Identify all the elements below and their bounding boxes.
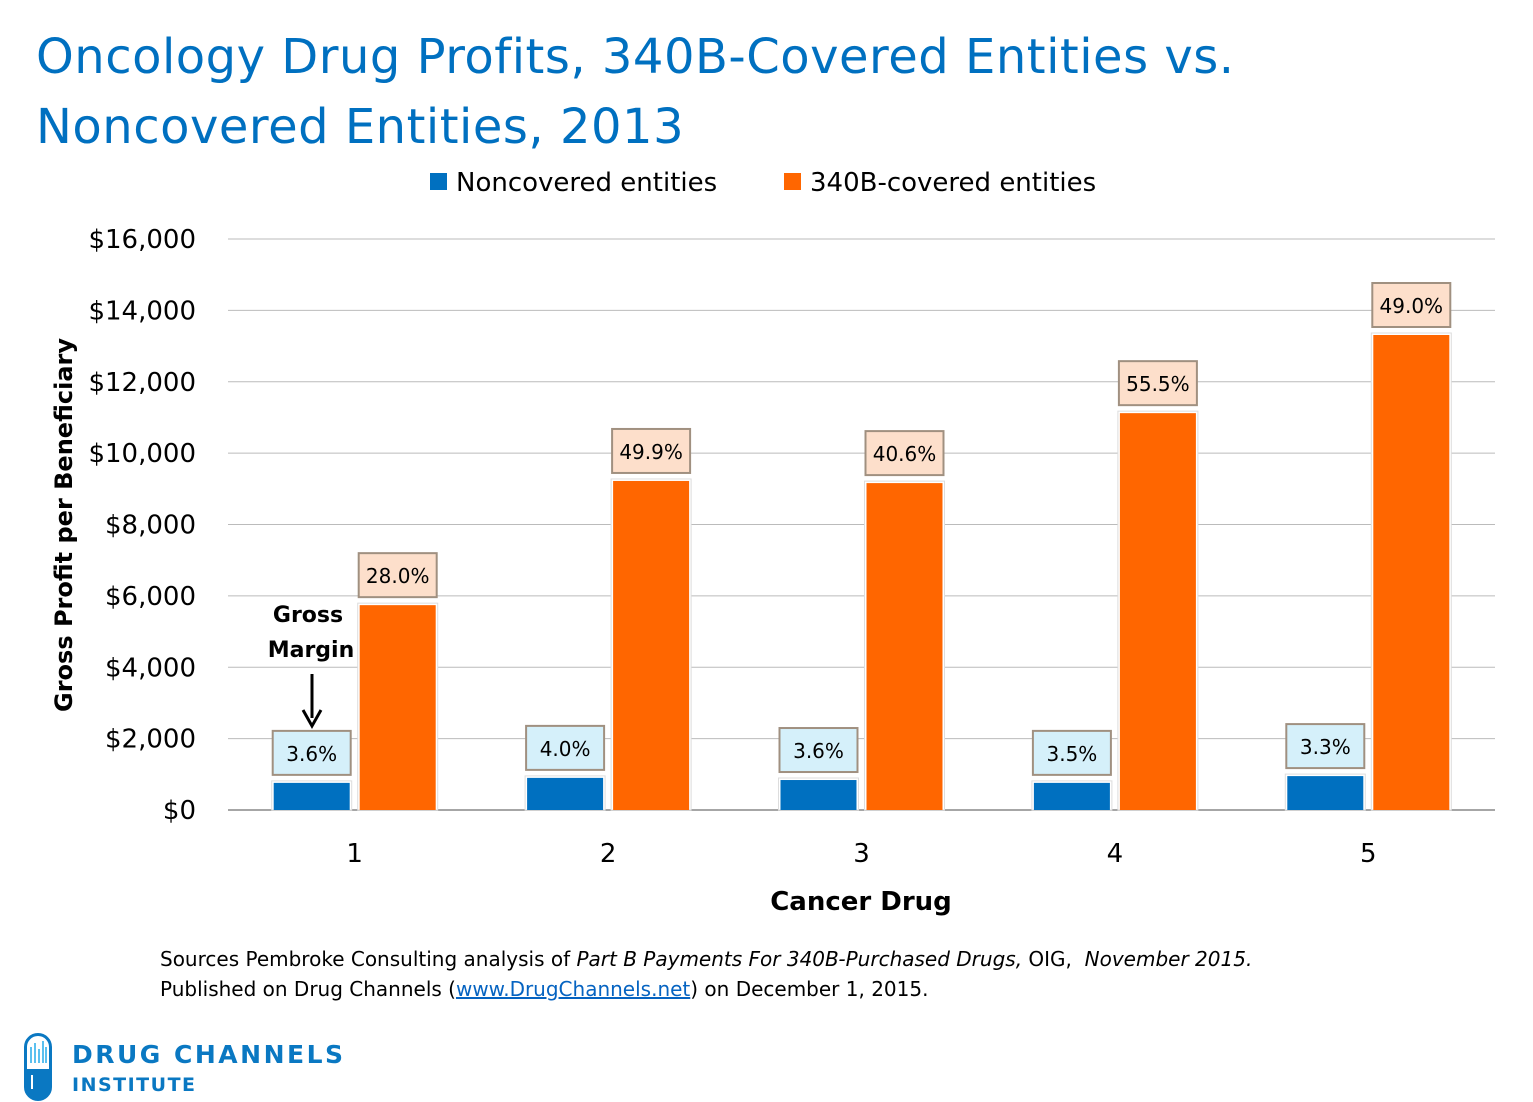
noncovered-bar [1287,776,1364,810]
y-tick-label: $4,000 [105,653,196,683]
data-label-box [1285,723,1366,770]
data-label-box [1031,729,1112,776]
legend-swatch [430,173,447,190]
gridlines [228,238,1495,811]
covered-bar [359,605,436,810]
data-label: 55.5% [1126,372,1190,396]
y-tick-label: $12,000 [88,368,196,398]
covered-bar [1373,334,1450,810]
y-tick-label: $16,000 [88,225,196,255]
pill-logo-icon [24,1033,52,1101]
x-tick-label: 1 [346,839,363,869]
source-date: November 2015. [1084,947,1253,971]
x-tick-label: 5 [1360,839,1377,869]
data-label: 49.9% [619,440,683,464]
covered-bar [1119,413,1196,810]
y-tick-label: $8,000 [105,511,196,541]
source-text: Sources Pembroke Consulting analysis of [160,947,577,971]
logo-subtext: INSTITUTE [72,1074,197,1096]
y-axis-label: Gross Profit per Beneficiary [50,338,78,712]
data-label-box [525,724,606,771]
legend-label: 340B-covered entities [810,168,1096,198]
data-label-box [271,729,352,776]
logo-text: DRUG CHANNELS [72,1040,346,1069]
annotation-line1: Gross [273,603,343,628]
bars: 3.6% 28.0% 4.0% 49.9% 3.6% 40.6% 3.5% 55.5% 3.3%… [271,281,1452,811]
y-tick-label: $6,000 [105,582,196,612]
y-tick-label: $0 [163,796,196,826]
chart-title: Oncology Drug Profits, 340B-Covered Enti… [36,29,1235,155]
x-tick-label: 4 [1107,839,1124,869]
y-tick-label: $14,000 [88,296,196,326]
x-tick-labels: 1 2 3 4 5 [346,839,1376,869]
data-label-box [1371,281,1452,328]
noncovered-bar [527,777,604,810]
legend: Noncovered entities 340B-covered entities [430,168,1096,198]
data-label-box [778,727,859,774]
data-label-box [357,552,438,599]
data-label: 3.6% [286,742,337,766]
published-date: ) on December 1, 2015. [690,977,929,1001]
legend-swatch [784,173,801,190]
source-note: Sources Pembroke Consulting analysis of … [160,944,1252,1004]
data-label: 3.5% [1046,742,1097,766]
data-label-box [864,430,945,477]
data-label: 40.6% [873,442,937,466]
data-label: 4.0% [540,737,591,761]
data-label-box [611,427,692,474]
source-report-title: Part B Payments For 340B-Purchased Drugs… [576,947,1023,971]
data-label: 49.0% [1380,294,1444,318]
published-text: Published on Drug Channels ( [160,977,456,1001]
x-tick-label: 2 [600,839,617,869]
covered-bar [613,480,690,810]
arrow-head-icon [301,709,323,730]
x-tick-label: 3 [853,839,870,869]
x-axis-label: Cancer Drug [770,887,952,917]
source-org: OIG, [1022,947,1085,971]
data-label: 3.6% [793,739,844,763]
y-tick-label: $10,000 [88,439,196,469]
drugchannels-link[interactable]: www.DrugChannels.net [455,977,691,1001]
y-tick-label: $2,000 [105,725,196,755]
noncovered-bar [1033,782,1110,810]
annotation-line2: Margin [268,638,355,663]
noncovered-bar [780,780,857,810]
legend-label: Noncovered entities [456,168,717,198]
gross-margin-annotation: Gross Margin [268,603,355,730]
data-label-box [1117,360,1198,407]
covered-bar [866,483,943,810]
y-tick-labels: $0 $2,000 $4,000 $6,000 $8,000 $10,000 $12,000… [88,225,196,826]
data-label: 28.0% [366,564,430,588]
data-label: 3.3% [1300,735,1351,759]
noncovered-bar [273,782,350,810]
